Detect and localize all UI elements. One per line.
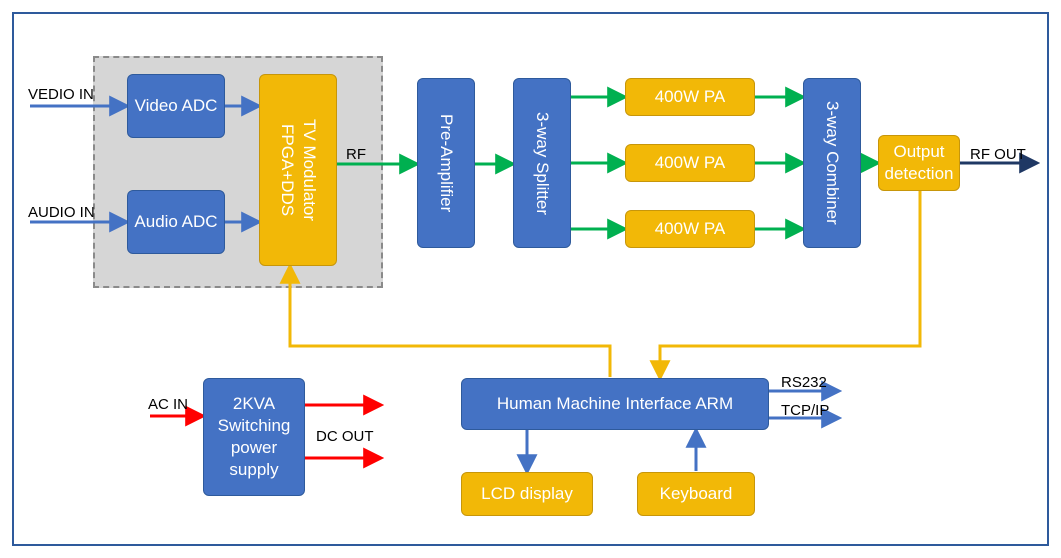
node-lcd: LCD display (461, 472, 593, 516)
node-preamp: Pre-Amplifier (417, 78, 475, 248)
node-psu: 2KVA Switching power supply (203, 378, 305, 496)
node-modulator: TV Modulator FPGA+DDS (259, 74, 337, 266)
node-pa3-label: 400W PA (655, 218, 726, 240)
label-rf_out: RF OUT (970, 146, 1026, 163)
node-modulator-label: TV Modulator FPGA+DDS (276, 79, 320, 261)
node-pa3: 400W PA (625, 210, 755, 248)
label-tcpip: TCP/IP (781, 402, 829, 419)
node-pa1-label: 400W PA (655, 86, 726, 108)
label-rf: RF (346, 146, 366, 163)
node-keyboard-label: Keyboard (660, 483, 733, 505)
node-pa2: 400W PA (625, 144, 755, 182)
node-audio_adc: Audio ADC (127, 190, 225, 254)
node-splitter: 3-way Splitter (513, 78, 571, 248)
node-combiner-label: 3-way Combiner (821, 101, 843, 225)
label-vedio_in: VEDIO IN (28, 86, 94, 103)
label-rs232: RS232 (781, 374, 827, 391)
node-video_adc-label: Video ADC (135, 95, 218, 117)
node-output_det: Output detection (878, 135, 960, 191)
label-dc_out: DC OUT (316, 428, 374, 445)
node-lcd-label: LCD display (481, 483, 573, 505)
node-pa1: 400W PA (625, 78, 755, 116)
node-hmi-label: Human Machine Interface ARM (497, 393, 733, 415)
node-hmi: Human Machine Interface ARM (461, 378, 769, 430)
label-audio_in: AUDIO IN (28, 204, 95, 221)
node-pa2-label: 400W PA (655, 152, 726, 174)
node-splitter-label: 3-way Splitter (531, 112, 553, 215)
node-combiner: 3-way Combiner (803, 78, 861, 248)
label-ac_in: AC IN (148, 396, 188, 413)
node-output_det-label: Output detection (883, 141, 955, 185)
node-psu-label: 2KVA Switching power supply (208, 393, 300, 481)
node-audio_adc-label: Audio ADC (134, 211, 217, 233)
node-video_adc: Video ADC (127, 74, 225, 138)
node-preamp-label: Pre-Amplifier (435, 114, 457, 212)
node-keyboard: Keyboard (637, 472, 755, 516)
